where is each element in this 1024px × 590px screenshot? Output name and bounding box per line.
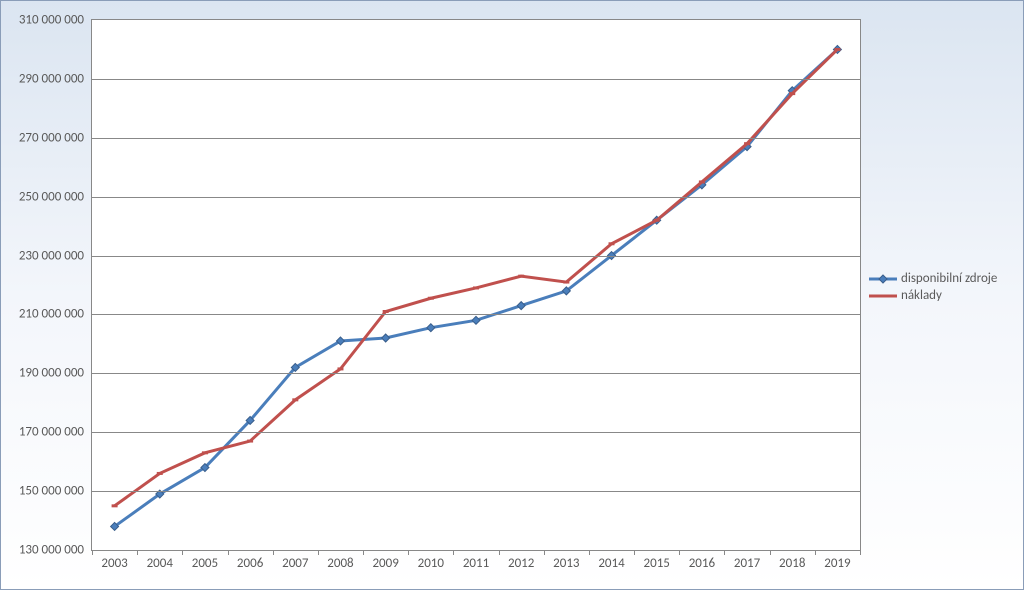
xtick-label: 2013 xyxy=(553,556,579,571)
series-marker-diamond xyxy=(382,334,390,342)
xtick-mark xyxy=(770,550,771,555)
xtick-label: 2003 xyxy=(101,556,127,571)
xtick-mark xyxy=(137,550,138,555)
xtick-mark xyxy=(634,550,635,555)
legend-item: náklady xyxy=(869,288,997,303)
xtick-mark xyxy=(182,550,183,555)
xtick-mark xyxy=(815,550,816,555)
xtick-mark xyxy=(228,550,229,555)
xtick-label: 2010 xyxy=(418,556,444,571)
ytick-label: 170 000 000 xyxy=(19,425,84,440)
xtick-label: 2009 xyxy=(372,556,398,571)
xtick-mark xyxy=(318,550,319,555)
gridline xyxy=(92,432,860,433)
xtick-label: 2014 xyxy=(598,556,624,571)
xtick-label: 2012 xyxy=(508,556,534,571)
legend-item: disponibilní zdroje xyxy=(869,271,997,286)
xtick-mark xyxy=(589,550,590,555)
xtick-label: 2018 xyxy=(779,556,805,571)
legend-label: disponibilní zdroje xyxy=(901,271,997,286)
xtick-label: 2008 xyxy=(327,556,353,571)
xtick-label: 2006 xyxy=(237,556,263,571)
chart-lines-layer xyxy=(92,20,860,550)
gridline xyxy=(92,79,860,80)
xtick-mark xyxy=(679,550,680,555)
ytick-label: 230 000 000 xyxy=(19,248,84,263)
xtick-label: 2015 xyxy=(644,556,670,571)
ytick-label: 270 000 000 xyxy=(19,130,84,145)
ytick-label: 150 000 000 xyxy=(19,484,84,499)
gridline xyxy=(92,314,860,315)
xtick-mark xyxy=(860,550,861,555)
legend-swatch xyxy=(869,289,897,303)
xtick-label: 2011 xyxy=(463,556,489,571)
xtick-mark xyxy=(453,550,454,555)
plot-area: 130 000 000150 000 000170 000 000190 000… xyxy=(91,19,861,551)
xtick-mark xyxy=(273,550,274,555)
ytick-label: 290 000 000 xyxy=(19,71,84,86)
ytick-label: 190 000 000 xyxy=(19,366,84,381)
xtick-label: 2005 xyxy=(192,556,218,571)
legend: disponibilní zdroje náklady xyxy=(869,269,997,305)
xtick-mark xyxy=(363,550,364,555)
xtick-mark xyxy=(544,550,545,555)
xtick-label: 2007 xyxy=(282,556,308,571)
series-marker-diamond xyxy=(472,316,480,324)
xtick-mark xyxy=(92,550,93,555)
xtick-label: 2016 xyxy=(689,556,715,571)
ytick-label: 310 000 000 xyxy=(19,13,84,28)
gridline xyxy=(92,138,860,139)
ytick-label: 250 000 000 xyxy=(19,189,84,204)
xtick-label: 2004 xyxy=(147,556,173,571)
series-marker-diamond xyxy=(427,324,435,332)
gridline xyxy=(92,373,860,374)
xtick-mark xyxy=(499,550,500,555)
series-line xyxy=(115,49,838,505)
series-marker-diamond xyxy=(517,302,525,310)
legend-label: náklady xyxy=(901,288,942,303)
gridline xyxy=(92,256,860,257)
xtick-label: 2019 xyxy=(824,556,850,571)
ytick-label: 130 000 000 xyxy=(19,543,84,558)
gridline xyxy=(92,491,860,492)
gridline xyxy=(92,197,860,198)
xtick-mark xyxy=(408,550,409,555)
xtick-mark xyxy=(724,550,725,555)
chart-frame: 130 000 000 150 000 000 170 000 000 190 000… xyxy=(0,0,1024,590)
ytick-label: 210 000 000 xyxy=(19,307,84,322)
legend-swatch xyxy=(869,272,897,286)
xtick-label: 2017 xyxy=(734,556,760,571)
